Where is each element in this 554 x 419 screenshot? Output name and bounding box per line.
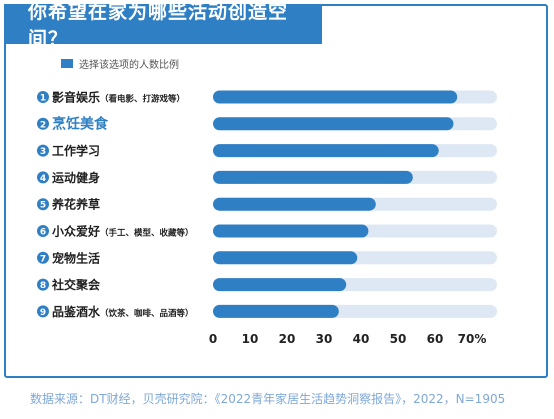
category-number-badge: [37, 91, 49, 103]
category-number: 8: [40, 281, 46, 291]
bar: [213, 224, 369, 238]
data-source-note: 数据来源：DT财经，贝壳研究院：《2022青年家居生活趋势洞察报告》，2022，…: [30, 392, 506, 406]
bar: [213, 117, 454, 131]
category-label: 烹饪美食: [52, 115, 109, 132]
x-tick-label: 40: [353, 332, 370, 346]
category-number-badge: [37, 251, 49, 264]
category-number-badge: [37, 144, 49, 157]
category-number-badge: [37, 278, 49, 291]
category-number: 7: [40, 254, 46, 264]
category-number: 5: [40, 201, 46, 211]
category-label: 运动健身: [52, 170, 100, 185]
x-tick-label: 60: [427, 332, 444, 346]
category-label: 影音娱乐（看电影、打游戏等）: [52, 90, 185, 105]
legend-swatch: [61, 59, 73, 68]
category-number: 6: [40, 228, 46, 238]
category-number-badge: [37, 198, 49, 211]
category-number: 9: [40, 308, 46, 318]
bar: [213, 251, 358, 265]
category-number: 4: [40, 174, 46, 184]
category-label: 小众爱好（手工、模型、收藏等）: [52, 224, 194, 239]
bar: [213, 278, 347, 292]
category-number-badge: [37, 305, 49, 318]
category-label: 宠物生活: [52, 250, 100, 265]
category-number-badge: [37, 117, 49, 130]
category-number: 3: [40, 147, 46, 157]
x-tick-label: 30: [316, 332, 333, 346]
category-label: 工作学习: [52, 143, 100, 158]
bar: [213, 90, 458, 104]
category-label: 品鉴酒水（饮茶、咖啡、品酒等）: [52, 304, 194, 319]
category-label: 养花养草: [51, 197, 100, 212]
bar: [213, 304, 339, 318]
bar: [213, 144, 439, 158]
chart-title: 你希望在家为哪些活动创造空间？: [4, 1, 322, 50]
legend: 选择该选项的人数比例: [61, 56, 179, 71]
category-number-badge: [37, 171, 49, 184]
category-number-badge: [37, 225, 49, 237]
x-tick-label: 50: [390, 332, 407, 346]
x-tick-label: 0: [209, 332, 217, 346]
x-tick-label: 20: [279, 332, 296, 346]
x-tick-label: 10: [242, 332, 259, 346]
category-number: 1: [40, 94, 46, 104]
chart-title-text: 你希望在家为哪些活动创造空间？: [28, 1, 289, 50]
category-number: 2: [40, 120, 46, 130]
category-label: 社交聚会: [51, 277, 101, 292]
bar: [213, 197, 376, 211]
x-tick-label: 70%: [458, 332, 487, 346]
bar: [213, 170, 413, 184]
legend-label: 选择该选项的人数比例: [79, 60, 179, 71]
